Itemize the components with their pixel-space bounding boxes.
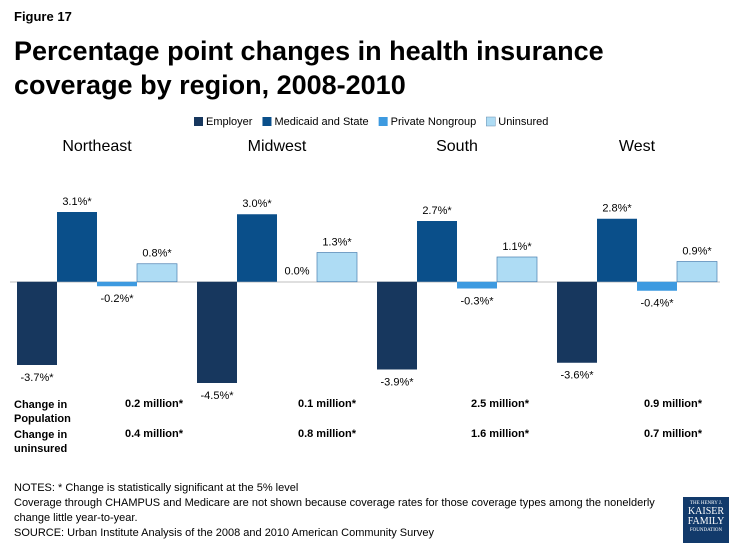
- value-label: -0.3%*: [460, 295, 494, 307]
- legend-swatch: [486, 116, 496, 127]
- table-cell: 0.8 million*: [297, 428, 357, 440]
- value-label: 3.1%*: [62, 196, 92, 208]
- logo-text: THE HENRY J.: [689, 501, 723, 506]
- bar: [676, 261, 718, 283]
- value-label: -3.6%*: [560, 370, 594, 382]
- logo-text: FAMILY: [687, 516, 725, 527]
- bar: [597, 218, 637, 282]
- legend-label: Private Nongroup: [391, 116, 477, 128]
- legend-label: Medicaid and State: [274, 116, 368, 128]
- figure-label: Figure 17: [14, 9, 72, 24]
- legend-label: Employer: [206, 116, 253, 128]
- logo-text: FOUNDATION: [689, 528, 723, 533]
- row-label: Change in Population: [14, 399, 71, 425]
- bar: [57, 212, 97, 282]
- value-label: 1.3%*: [322, 236, 352, 248]
- table-cell: 0.4 million*: [124, 428, 184, 440]
- legend-swatch: [262, 117, 272, 126]
- notes: NOTES: * Change is statistically signifi…: [14, 481, 664, 541]
- category-label: South: [436, 138, 478, 155]
- bar: [417, 221, 457, 282]
- legend-swatch: [378, 117, 388, 126]
- bar: [377, 281, 417, 370]
- value-label: 0.9%*: [682, 245, 712, 257]
- value-label: 2.7%*: [422, 205, 452, 217]
- value-label: -4.5%*: [200, 390, 234, 402]
- value-label: -3.9%*: [380, 376, 414, 388]
- value-label: -3.7%*: [20, 372, 54, 384]
- category-label: Northeast: [62, 138, 132, 155]
- table-cell: 0.2 million*: [124, 398, 184, 410]
- bar: [136, 263, 178, 283]
- row-label: Change in uninsured: [14, 429, 68, 455]
- table-cell: 0.9 million*: [643, 398, 703, 410]
- note-line: NOTES: * Change is statistically signifi…: [14, 482, 299, 494]
- chart-title: Percentage point changes in health insur…: [14, 36, 604, 100]
- table-cell: 2.5 million*: [470, 398, 530, 410]
- value-label: 1.1%*: [502, 241, 532, 253]
- bar: [237, 214, 277, 282]
- bar: [97, 281, 137, 287]
- value-label: 3.0%*: [242, 198, 272, 210]
- value-label: 2.8%*: [602, 203, 632, 215]
- bar: [496, 256, 538, 283]
- table-cell: 0.1 million*: [297, 398, 357, 410]
- table-cell: 1.6 million*: [470, 428, 530, 440]
- value-label: -0.4%*: [640, 298, 674, 310]
- legend-swatch: [194, 117, 203, 126]
- note-line: Coverage through CHAMPUS and Medicare ar…: [14, 497, 655, 524]
- category-label: West: [619, 138, 656, 155]
- category-label: Midwest: [248, 138, 307, 155]
- logo-text: KAISER: [687, 506, 725, 517]
- value-label: -0.2%*: [100, 293, 134, 305]
- logo: THE HENRY J. KAISER FAMILY FOUNDATION: [683, 497, 729, 543]
- bar: [557, 281, 597, 363]
- table-cell: 0.7 million*: [643, 428, 703, 440]
- value-label: 0.0%: [284, 266, 309, 278]
- bar: [457, 281, 497, 289]
- value-label: 0.8%*: [142, 248, 172, 260]
- bar: [197, 281, 237, 383]
- bar: [316, 252, 358, 283]
- bar: [17, 281, 57, 365]
- legend-label: Uninsured: [498, 116, 548, 128]
- note-line: SOURCE: Urban Institute Analysis of the …: [14, 527, 435, 539]
- bar: [637, 281, 677, 291]
